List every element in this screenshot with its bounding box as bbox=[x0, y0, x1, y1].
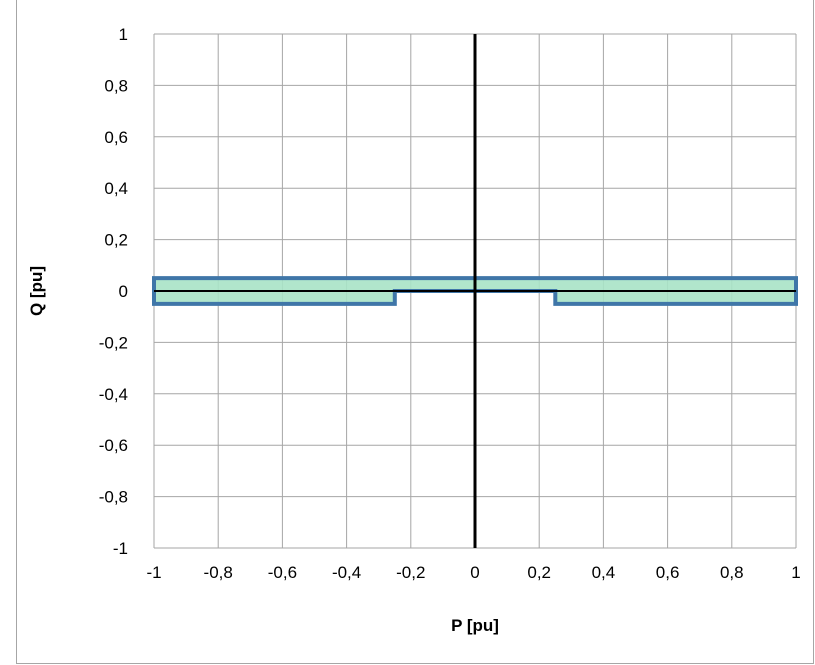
x-tick-label: 0 bbox=[470, 563, 479, 582]
x-tick-label: 0,2 bbox=[527, 563, 551, 582]
y-tick-label: 0 bbox=[119, 282, 128, 301]
y-tick-labels: -1 -0,8 -0,6 -0,4 -0,2 0 0,2 0,4 0,6 0,8 1 bbox=[99, 25, 128, 558]
y-tick-label: 0,6 bbox=[104, 128, 128, 147]
chart-frame bbox=[16, 0, 814, 664]
x-tick-label: -0,6 bbox=[268, 563, 297, 582]
y-tick-label: 1 bbox=[119, 25, 128, 44]
y-tick-label: -0,2 bbox=[99, 333, 128, 352]
x-tick-label: -0,4 bbox=[332, 563, 361, 582]
y-tick-label: 0,4 bbox=[104, 179, 128, 198]
x-tick-label: -0,2 bbox=[396, 563, 425, 582]
x-tick-label: -1 bbox=[146, 563, 161, 582]
x-tick-label: 1 bbox=[791, 563, 800, 582]
x-axis-title: P [pu] bbox=[451, 616, 499, 635]
y-tick-label: 0,8 bbox=[104, 76, 128, 95]
y-tick-label: -1 bbox=[113, 539, 128, 558]
x-tick-label: 0,8 bbox=[720, 563, 744, 582]
y-tick-label: -0,6 bbox=[99, 436, 128, 455]
x-tick-label: -0,8 bbox=[204, 563, 233, 582]
y-axis-title: Q [pu] bbox=[27, 266, 46, 316]
x-tick-labels: -1 -0,8 -0,6 -0,4 -0,2 0 0,2 0,4 0,6 0,8 1 bbox=[146, 563, 800, 582]
x-tick-label: 0,4 bbox=[592, 563, 616, 582]
y-tick-label: 0,2 bbox=[104, 231, 128, 250]
y-tick-label: -0,4 bbox=[99, 385, 128, 404]
y-tick-label: -0,8 bbox=[99, 488, 128, 507]
axis-lines bbox=[154, 34, 796, 548]
x-tick-label: 0,6 bbox=[656, 563, 680, 582]
